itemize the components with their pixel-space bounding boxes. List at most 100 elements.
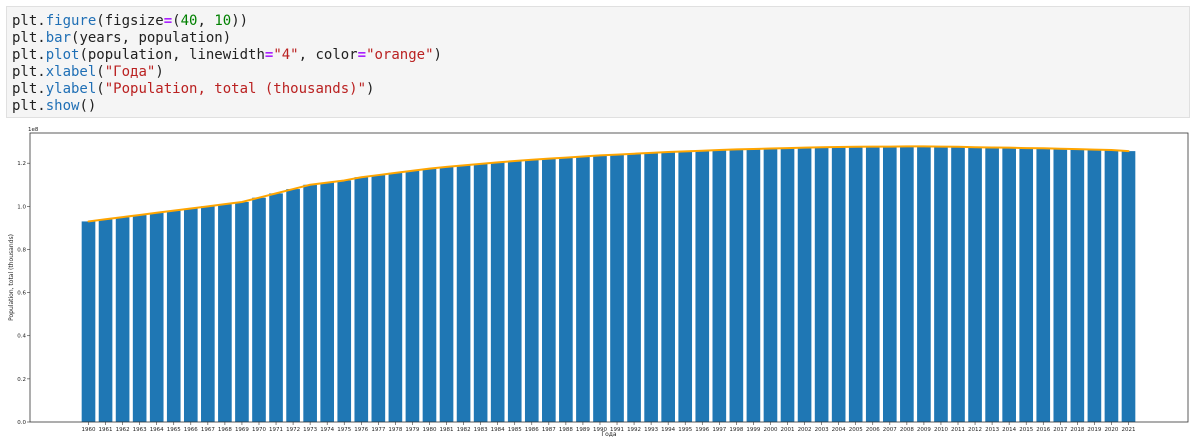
code-token: ( xyxy=(96,64,105,80)
code-token: "orange" xyxy=(366,47,434,63)
x-tick-label: 1962 xyxy=(116,427,130,433)
x-tick-label: 1986 xyxy=(525,427,539,433)
x-tick-label: 2001 xyxy=(781,427,795,433)
bar xyxy=(627,153,641,422)
x-tick-label: 2017 xyxy=(1053,427,1067,433)
y-tick-label: 0.6 xyxy=(17,291,26,297)
x-tick-label: 1992 xyxy=(627,427,641,433)
x-tick-label: 2014 xyxy=(1002,427,1016,433)
x-tick-label: 2021 xyxy=(1122,427,1136,433)
x-tick-label: 2019 xyxy=(1087,427,1101,433)
bar xyxy=(183,208,198,422)
code-token: ) xyxy=(155,64,164,80)
code-editor[interactable]: plt.figure(figsize=(40, 10)) plt.bar(year… xyxy=(12,13,1184,115)
x-tick-label: 2013 xyxy=(985,427,999,433)
bar xyxy=(388,172,403,422)
x-tick-label: 1963 xyxy=(133,427,147,433)
bar xyxy=(848,146,863,423)
x-tick-label: 1977 xyxy=(371,427,385,433)
plot-frame xyxy=(29,132,1189,423)
bar xyxy=(644,152,658,422)
code-token: ) xyxy=(433,47,442,63)
code-token: ( xyxy=(96,81,105,97)
bar xyxy=(831,147,846,422)
x-tick-label: 1969 xyxy=(235,427,249,433)
bar xyxy=(865,146,880,422)
bar xyxy=(115,217,130,422)
code-token: ylabel xyxy=(45,81,97,97)
code-line: plt.show() xyxy=(12,98,1184,115)
bar xyxy=(610,154,624,422)
x-tick-label: 2018 xyxy=(1070,427,1084,433)
x-tick-label: 1989 xyxy=(576,427,590,433)
bar xyxy=(269,193,283,422)
bar xyxy=(98,219,113,422)
bar xyxy=(1087,149,1102,423)
x-tick-label: 1979 xyxy=(405,427,419,433)
code-token: = xyxy=(163,13,173,29)
bar xyxy=(524,159,539,423)
bar xyxy=(405,170,420,422)
y-tick-label: 0.8 xyxy=(17,247,26,253)
bar xyxy=(882,146,897,422)
x-tick-label: 2020 xyxy=(1104,427,1118,433)
x-tick-label: 2007 xyxy=(883,427,897,433)
code-line: plt.plot(population, linewidth="4", colo… xyxy=(12,47,1184,64)
x-tick-label: 1976 xyxy=(354,427,368,433)
code-token: show xyxy=(45,98,80,114)
bar xyxy=(1036,148,1051,422)
bar xyxy=(900,146,914,422)
bar xyxy=(201,206,215,422)
x-tick-label: 1961 xyxy=(99,427,113,433)
x-tick-label: 1982 xyxy=(457,427,471,433)
code-line: plt.xlabel("Года") xyxy=(12,64,1184,81)
code-line: plt.ylabel("Population, total (thousands… xyxy=(12,81,1184,98)
code-token: "Population, total (thousands)" xyxy=(104,81,367,97)
bar xyxy=(473,163,488,422)
x-tick-label: 1996 xyxy=(695,427,709,433)
bar xyxy=(729,149,744,422)
code-token: (population, linewidth xyxy=(79,47,265,63)
code-token: "4" xyxy=(273,47,299,63)
x-tick-label: 2012 xyxy=(968,427,982,433)
x-tick-label: 1978 xyxy=(388,427,402,433)
bar xyxy=(1019,148,1034,422)
code-token: () xyxy=(79,98,97,114)
bar xyxy=(593,155,607,422)
bar xyxy=(934,146,948,422)
code-token: 40 xyxy=(180,13,198,29)
bar xyxy=(490,162,505,422)
x-tick-label: 2006 xyxy=(866,427,880,433)
bar xyxy=(542,158,556,422)
bar xyxy=(917,146,931,422)
bar xyxy=(166,210,181,422)
code-cell[interactable]: plt.figure(figsize=(40, 10)) plt.bar(year… xyxy=(6,6,1190,118)
bar xyxy=(354,177,369,422)
x-tick-label: 1981 xyxy=(440,427,454,433)
x-tick-label: 1995 xyxy=(678,427,692,433)
bar xyxy=(235,202,249,422)
x-tick-label: 1980 xyxy=(422,427,436,433)
x-tick-label: 2008 xyxy=(900,427,914,433)
code-token: , xyxy=(197,13,215,29)
x-tick-label: 2005 xyxy=(849,427,863,433)
bar xyxy=(218,204,232,422)
x-tick-label: 2002 xyxy=(798,427,812,433)
bar xyxy=(1070,149,1085,422)
x-tick-label: 2016 xyxy=(1036,427,1050,433)
bar xyxy=(456,165,471,422)
bar xyxy=(968,147,982,423)
bar xyxy=(951,146,965,423)
x-tick-label: 1988 xyxy=(559,427,573,433)
bar xyxy=(1002,147,1016,423)
y-axis-label: Population, total (thousands) xyxy=(8,234,15,321)
code-token: , color xyxy=(298,47,358,63)
cell-output: 0.0 0.2 0.4 0.6 0.8 1.0 1.2 1960 1961 1962 1963 196… xyxy=(0,124,1196,438)
bar xyxy=(132,214,147,422)
code-line: plt.figure(figsize=(40, 10)) xyxy=(12,13,1184,30)
bar xyxy=(371,175,386,422)
code-token: plt. xyxy=(12,81,46,97)
bar xyxy=(1121,151,1136,422)
bar xyxy=(763,148,778,422)
